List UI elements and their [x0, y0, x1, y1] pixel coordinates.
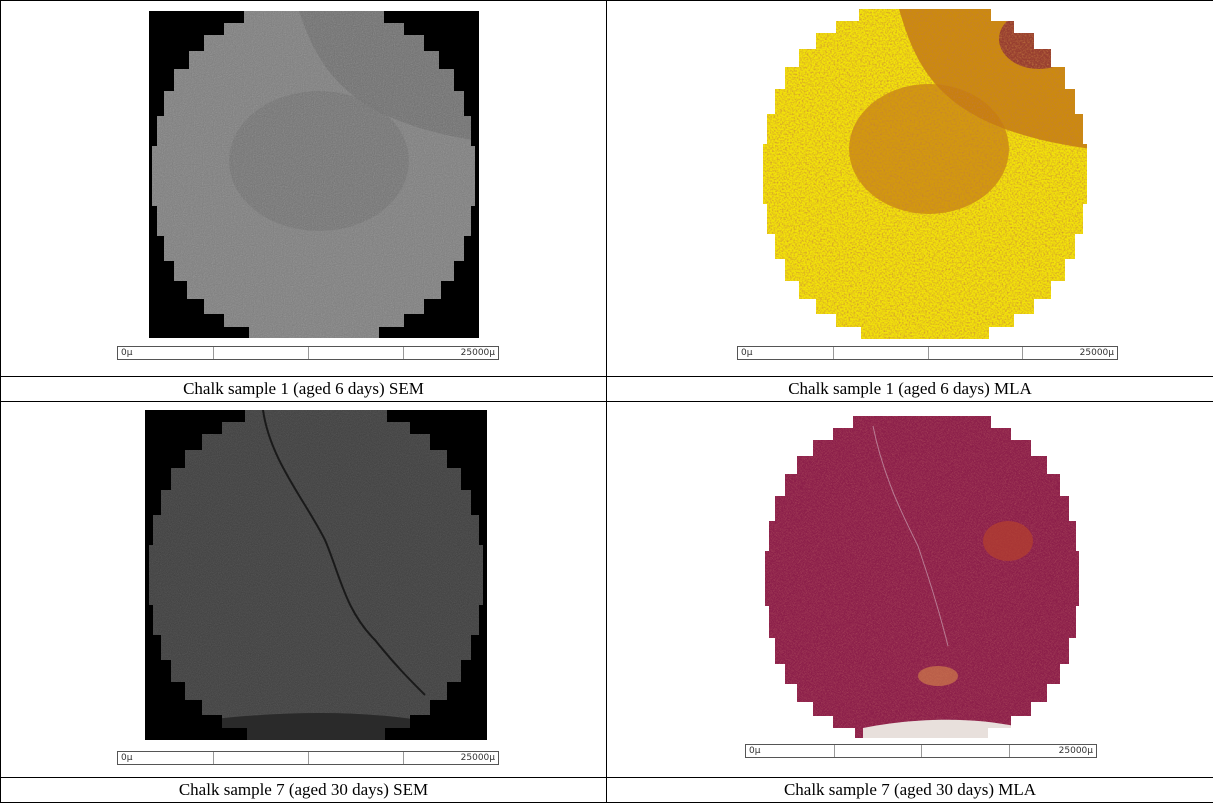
scale-bar-start: 0µ — [121, 348, 133, 358]
panel-mla-sample1: 0µ 25000µ — [606, 0, 1213, 377]
caption-sem-sample1: Chalk sample 1 (aged 6 days) SEM — [0, 375, 607, 402]
panel-mla-sample7: 0µ 25000µ — [606, 400, 1213, 778]
panel-sem-sample1: 0µ 25000µ — [0, 0, 607, 377]
scale-bar-end: 25000µ — [460, 752, 495, 763]
scale-bar-end: 25000µ — [460, 348, 495, 358]
panel-sem-sample7: 0µ 25000µ — [0, 400, 607, 778]
scale-bar: 0µ 25000µ — [737, 346, 1118, 360]
scale-bar: 0µ 25000µ — [117, 346, 499, 360]
scale-bar-end: 25000µ — [1058, 745, 1093, 756]
mla-image-sample7 — [765, 415, 1079, 738]
scale-bar: 0µ 25000µ — [745, 743, 1097, 758]
caption-mla-sample7: Chalk sample 7 (aged 30 days) MLA — [606, 776, 1213, 803]
sem-image-sample1 — [149, 11, 479, 338]
scale-bar-start: 0µ — [749, 745, 761, 756]
scale-bar: 0µ 25000µ — [117, 750, 499, 765]
scale-bar-start: 0µ — [121, 752, 133, 763]
scale-bar-end: 25000µ — [1079, 348, 1114, 358]
caption-mla-sample1: Chalk sample 1 (aged 6 days) MLA — [606, 375, 1213, 402]
scale-bar-start: 0µ — [741, 348, 753, 358]
mla-image-sample1 — [763, 9, 1087, 339]
caption-sem-sample7: Chalk sample 7 (aged 30 days) SEM — [0, 776, 607, 803]
sem-image-sample7 — [145, 409, 487, 740]
